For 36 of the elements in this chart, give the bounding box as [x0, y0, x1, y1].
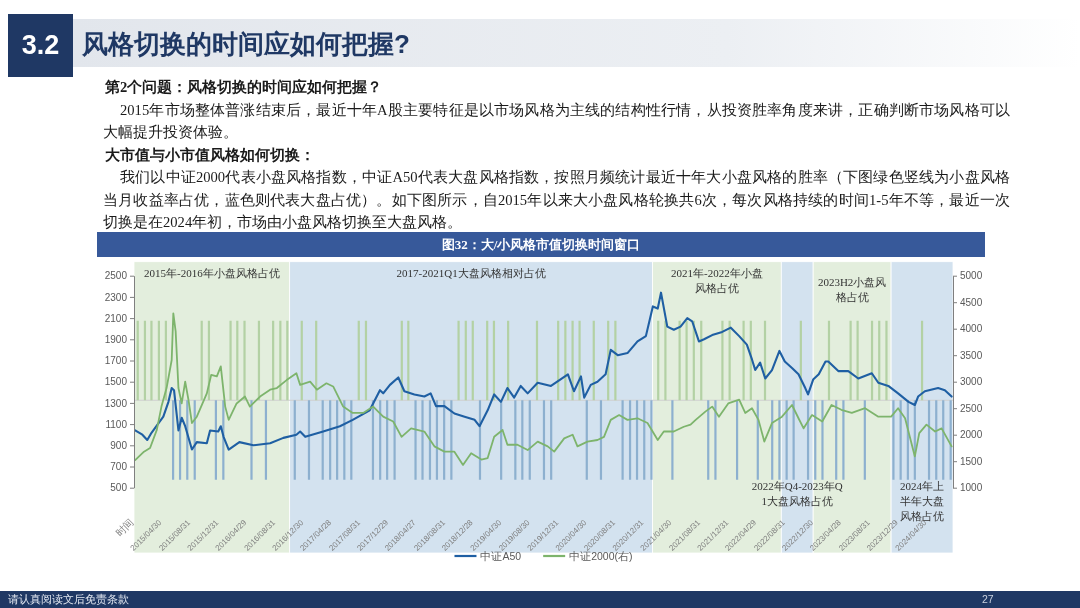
y-tick-label: 1100: [105, 418, 128, 430]
text: 第2个问题：风格切换的时间应如何把握？: [104, 78, 384, 97]
text: 请认真阅读文后免责条款: [8, 592, 129, 607]
band-label: 2022年Q4-2023年Q1大盘风格占优: [751, 479, 843, 507]
text: 我们以中证2000代表小盘风格指数，中证A50代表大盘风格指数，按照月频统计最近十年大小盘风格的胜率（下图绿色竖线为小盘风格当月收益率占优，蓝色则代表大盘占优）。如下图所示，自2015年以来大小盘风格轮换共6次，每次风格持续的时间1-5年不等，最近一次切换是在2024年初，市场由小盘风格切换至大盘风格。: [103, 168, 1010, 232]
y2-tick-label: 2000: [960, 429, 983, 441]
band-label: 2017-2021Q1大盘风格相对占优: [396, 266, 546, 279]
y2-tick-label: 3000: [960, 376, 983, 388]
y-tick-label: 500: [110, 482, 128, 494]
y2-tick-label: 5000: [960, 270, 983, 282]
y2-tick-label: 2500: [960, 402, 983, 414]
y2-tick-label: 4500: [960, 296, 983, 308]
y-tick-label: 2100: [104, 312, 128, 324]
y-tick-label: 700: [110, 461, 128, 473]
y2-tick-label: 1500: [960, 455, 983, 467]
y-tick-label: 2500: [104, 270, 128, 282]
text: 3.2: [8, 14, 73, 77]
text: 2015年市场整体普涨结束后，最近十年A股主要特征是以市场风格为主线的结构性行情，从投资胜率角度来讲，正确判断市场风格可以大幅提升投资体验。: [103, 100, 1010, 142]
line-series: [134, 312, 953, 466]
y-tick-label: 2300: [104, 291, 128, 303]
y-tick-label: 1900: [104, 334, 128, 345]
band-label: 2024年上半年大盘风格占优: [900, 479, 945, 522]
text: 大市值与小市值风格如何切换：: [104, 145, 316, 165]
chart-title: 图32：大/小风格市值切换时间窗口: [441, 237, 641, 253]
band-label: 2023H2小盘风格占优: [817, 275, 887, 303]
y-tick-label: 1300: [104, 397, 128, 409]
y-tick-label: 900: [110, 440, 128, 451]
y2-tick-label: 3500: [960, 349, 983, 361]
y2-tick-label: 1000: [960, 482, 983, 494]
text: 风格切换的时间应如何把握?: [82, 28, 410, 61]
text: 27: [982, 592, 994, 607]
band-label: 2021年-2022年小盘风格占优: [671, 266, 763, 294]
y-tick-label: 1500: [104, 376, 128, 388]
band-label: 2015年-2016年小盘风格占优: [143, 266, 280, 279]
y2-tick-label: 4000: [960, 323, 983, 335]
y-tick-label: 1700: [104, 355, 128, 367]
